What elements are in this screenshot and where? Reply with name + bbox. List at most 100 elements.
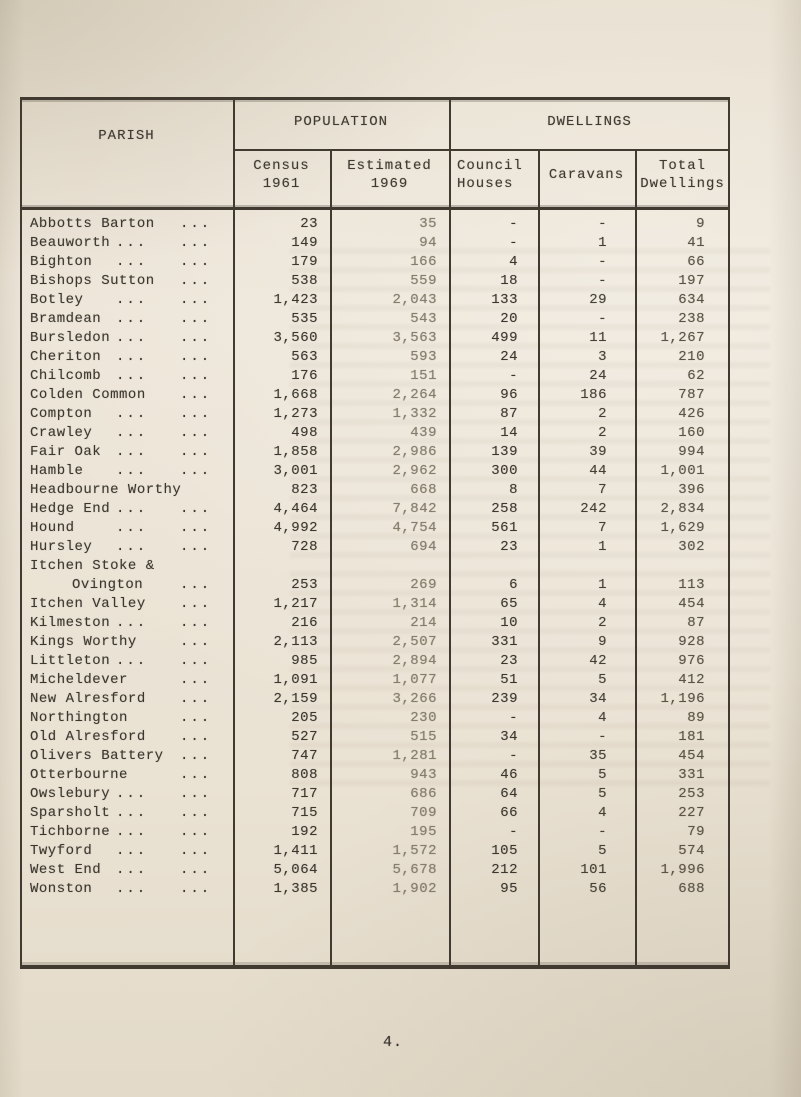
- caravans-value: 2: [598, 425, 607, 441]
- dot-leader: ...: [116, 786, 148, 802]
- parish-name-line: Cheriton ... ...: [20, 348, 233, 367]
- parish-name-line: Northington ...: [20, 709, 233, 728]
- census-1961-value: 179: [291, 254, 318, 270]
- dot-leader: ...: [180, 330, 212, 346]
- total-dwellings-value: 976: [678, 653, 705, 669]
- total-dwellings-value: 634: [678, 292, 705, 308]
- dot-leader: ...: [116, 805, 148, 821]
- parish-name-line: Wonston ... ...: [20, 880, 233, 899]
- table-row: Sparsholt ... ... 715 709 66 4 227: [20, 804, 730, 823]
- caravans-value: 5: [598, 786, 607, 802]
- parish-name: Itchen Stoke &: [30, 558, 155, 574]
- caravans-value: 44: [589, 463, 607, 479]
- estimated-1969-value: 694: [410, 539, 437, 555]
- parish-name-line: Olivers Battery ...: [20, 747, 233, 766]
- parish-name: Bishops Sutton: [30, 273, 155, 289]
- caravans-value: 29: [589, 292, 607, 308]
- census-1961-value: 149: [291, 235, 318, 251]
- dot-leader: ...: [116, 444, 148, 460]
- census-1961-value: 4,464: [273, 501, 318, 517]
- dot-leader: ...: [180, 387, 212, 403]
- dot-leader: ...: [116, 615, 148, 631]
- parish-name-line: Tichborne ... ...: [20, 823, 233, 842]
- census-1961-value: 1,091: [273, 672, 318, 688]
- estimated-1969-value: 515: [410, 729, 437, 745]
- estimated-1969-value: 2,986: [392, 444, 437, 460]
- parish-cell: Sparsholt ... ...: [20, 804, 233, 823]
- estimated-1969-value: 151: [410, 368, 437, 384]
- census-1961-value: 3,560: [273, 330, 318, 346]
- census-1961-value: 498: [291, 425, 318, 441]
- dot-leader: ...: [180, 729, 212, 745]
- caravans-value: -: [598, 216, 607, 232]
- parish-name-line: West End ... ...: [20, 861, 233, 880]
- council-houses-value: 8: [509, 482, 518, 498]
- estimated-1969-value: 214: [410, 615, 437, 631]
- parish-name: Headbourne Worthy: [30, 482, 182, 498]
- dot-leader: ...: [180, 425, 212, 441]
- parish-name-line: Itchen Valley ...: [20, 595, 233, 614]
- parish-name: Hound: [30, 520, 75, 536]
- dot-leader: ...: [180, 881, 212, 897]
- caravans-value: 7: [598, 482, 607, 498]
- dot-leader: ...: [180, 862, 212, 878]
- parish-cell: New Alresford ...: [20, 690, 233, 709]
- caravans-value: 2: [598, 406, 607, 422]
- dot-leader: ...: [180, 254, 212, 270]
- census-column-divider: [330, 149, 332, 969]
- estimated-1969-value: 4,754: [392, 520, 437, 536]
- parish-cell: Hound ... ...: [20, 519, 233, 538]
- estimated-1969-value: 439: [410, 425, 437, 441]
- council-houses-value: 212: [491, 862, 518, 878]
- dot-leader: ...: [116, 235, 148, 251]
- council-houses-value: 14: [500, 425, 518, 441]
- parish-cell: Colden Common ...: [20, 386, 233, 405]
- parish-name: Itchen Valley: [30, 596, 146, 612]
- group-header-dwellings: DWELLINGS: [547, 114, 632, 130]
- dot-leader: ...: [116, 653, 148, 669]
- caravans-value: -: [598, 254, 607, 270]
- parish-name-line: Headbourne Worthy: [20, 481, 233, 500]
- council-header-line2: Houses: [457, 176, 514, 192]
- council-houses-value: 95: [500, 881, 518, 897]
- dot-leader: ...: [116, 349, 148, 365]
- table-row: Micheldever ... 1,091 1,077 51 5 412: [20, 671, 730, 690]
- dot-leader: ...: [180, 311, 212, 327]
- dot-leader: ...: [180, 691, 212, 707]
- total-dwellings-value: 66: [687, 254, 705, 270]
- council-houses-value: 18: [500, 273, 518, 289]
- estimated-1969-value: 269: [410, 577, 437, 593]
- total-dwellings-value: 787: [678, 387, 705, 403]
- parish-cell: Northington ...: [20, 709, 233, 728]
- table-row: Bighton ... ... 179 166 4 - 66: [20, 253, 730, 272]
- caravans-value: 5: [598, 843, 607, 859]
- dot-leader: ...: [180, 501, 212, 517]
- total-header-line2: Dwellings: [640, 176, 725, 192]
- caravans-value: 1: [598, 577, 607, 593]
- caravans-value: 4: [598, 710, 607, 726]
- parish-cell: Littleton ... ...: [20, 652, 233, 671]
- total-dwellings-value: 1,996: [660, 862, 705, 878]
- parish-cell: Kilmeston ... ...: [20, 614, 233, 633]
- parish-name-line: Beauworth ... ...: [20, 234, 233, 253]
- table-row: Bursledon ... ... 3,560 3,563 499 11 1,2…: [20, 329, 730, 348]
- caravans-column-divider: [635, 149, 637, 969]
- table-bottom-border: [20, 965, 730, 969]
- census-1961-value: 747: [291, 748, 318, 764]
- parish-cell: Crawley ... ...: [20, 424, 233, 443]
- dot-leader: ...: [180, 710, 212, 726]
- parish-name-line: Old Alresford ...: [20, 728, 233, 747]
- table-body: Abbotts Barton ... 23 35 - - 9 Beauworth…: [20, 215, 730, 899]
- total-dwellings-value: 210: [678, 349, 705, 365]
- estimated-1969-value: 1,332: [392, 406, 437, 422]
- estimated-header-line1: Estimated: [347, 158, 432, 174]
- parish-name: Botley: [30, 292, 84, 308]
- parish-name-line: Kings Worthy ...: [20, 633, 233, 652]
- parish-cell: Old Alresford ...: [20, 728, 233, 747]
- council-houses-value: 23: [500, 653, 518, 669]
- parish-name-line: Itchen Stoke &: [20, 557, 233, 576]
- table-right-border: [728, 97, 730, 969]
- caravans-value: 1: [598, 235, 607, 251]
- table-row: Tichborne ... ... 192 195 - - 79: [20, 823, 730, 842]
- council-houses-value: 239: [491, 691, 518, 707]
